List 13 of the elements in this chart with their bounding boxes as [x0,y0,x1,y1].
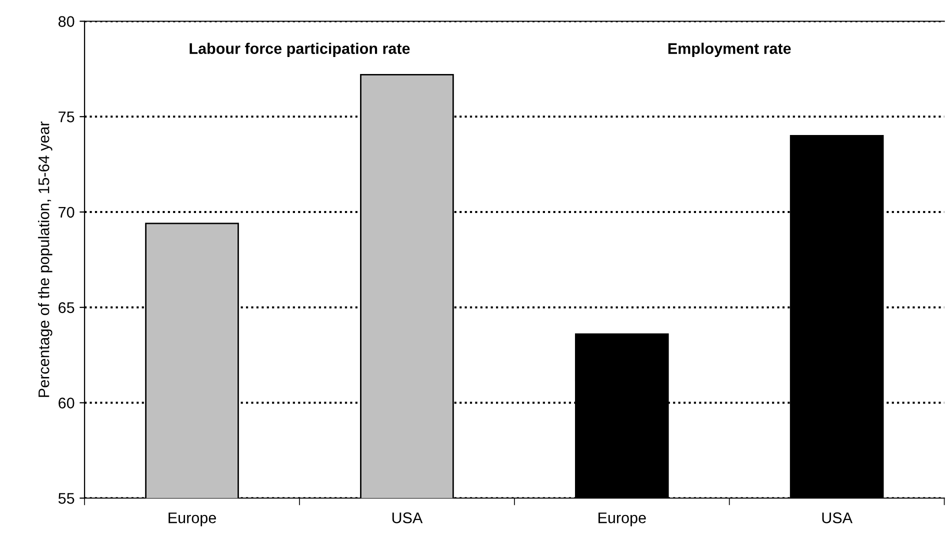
x-tick-label: Europe [168,512,216,526]
x-tick-label: Europe [598,512,646,526]
x-tick-label: USA [392,512,423,524]
y-tick-label: 80 [58,16,74,27]
y-tick-label: 65 [58,302,74,314]
y-tick-label: 60 [58,398,74,408]
y-tick-label: 70 [58,206,74,218]
annotation: Employment rate [668,42,791,57]
annotation: Labour force participation rate [190,42,410,57]
x-tick-label: USA [822,512,853,524]
y-tick-label: 75 [58,112,74,122]
y-tick-label: 55 [58,493,74,504]
y-axis-title: Percentage of the population, 15-64 year [38,121,52,397]
